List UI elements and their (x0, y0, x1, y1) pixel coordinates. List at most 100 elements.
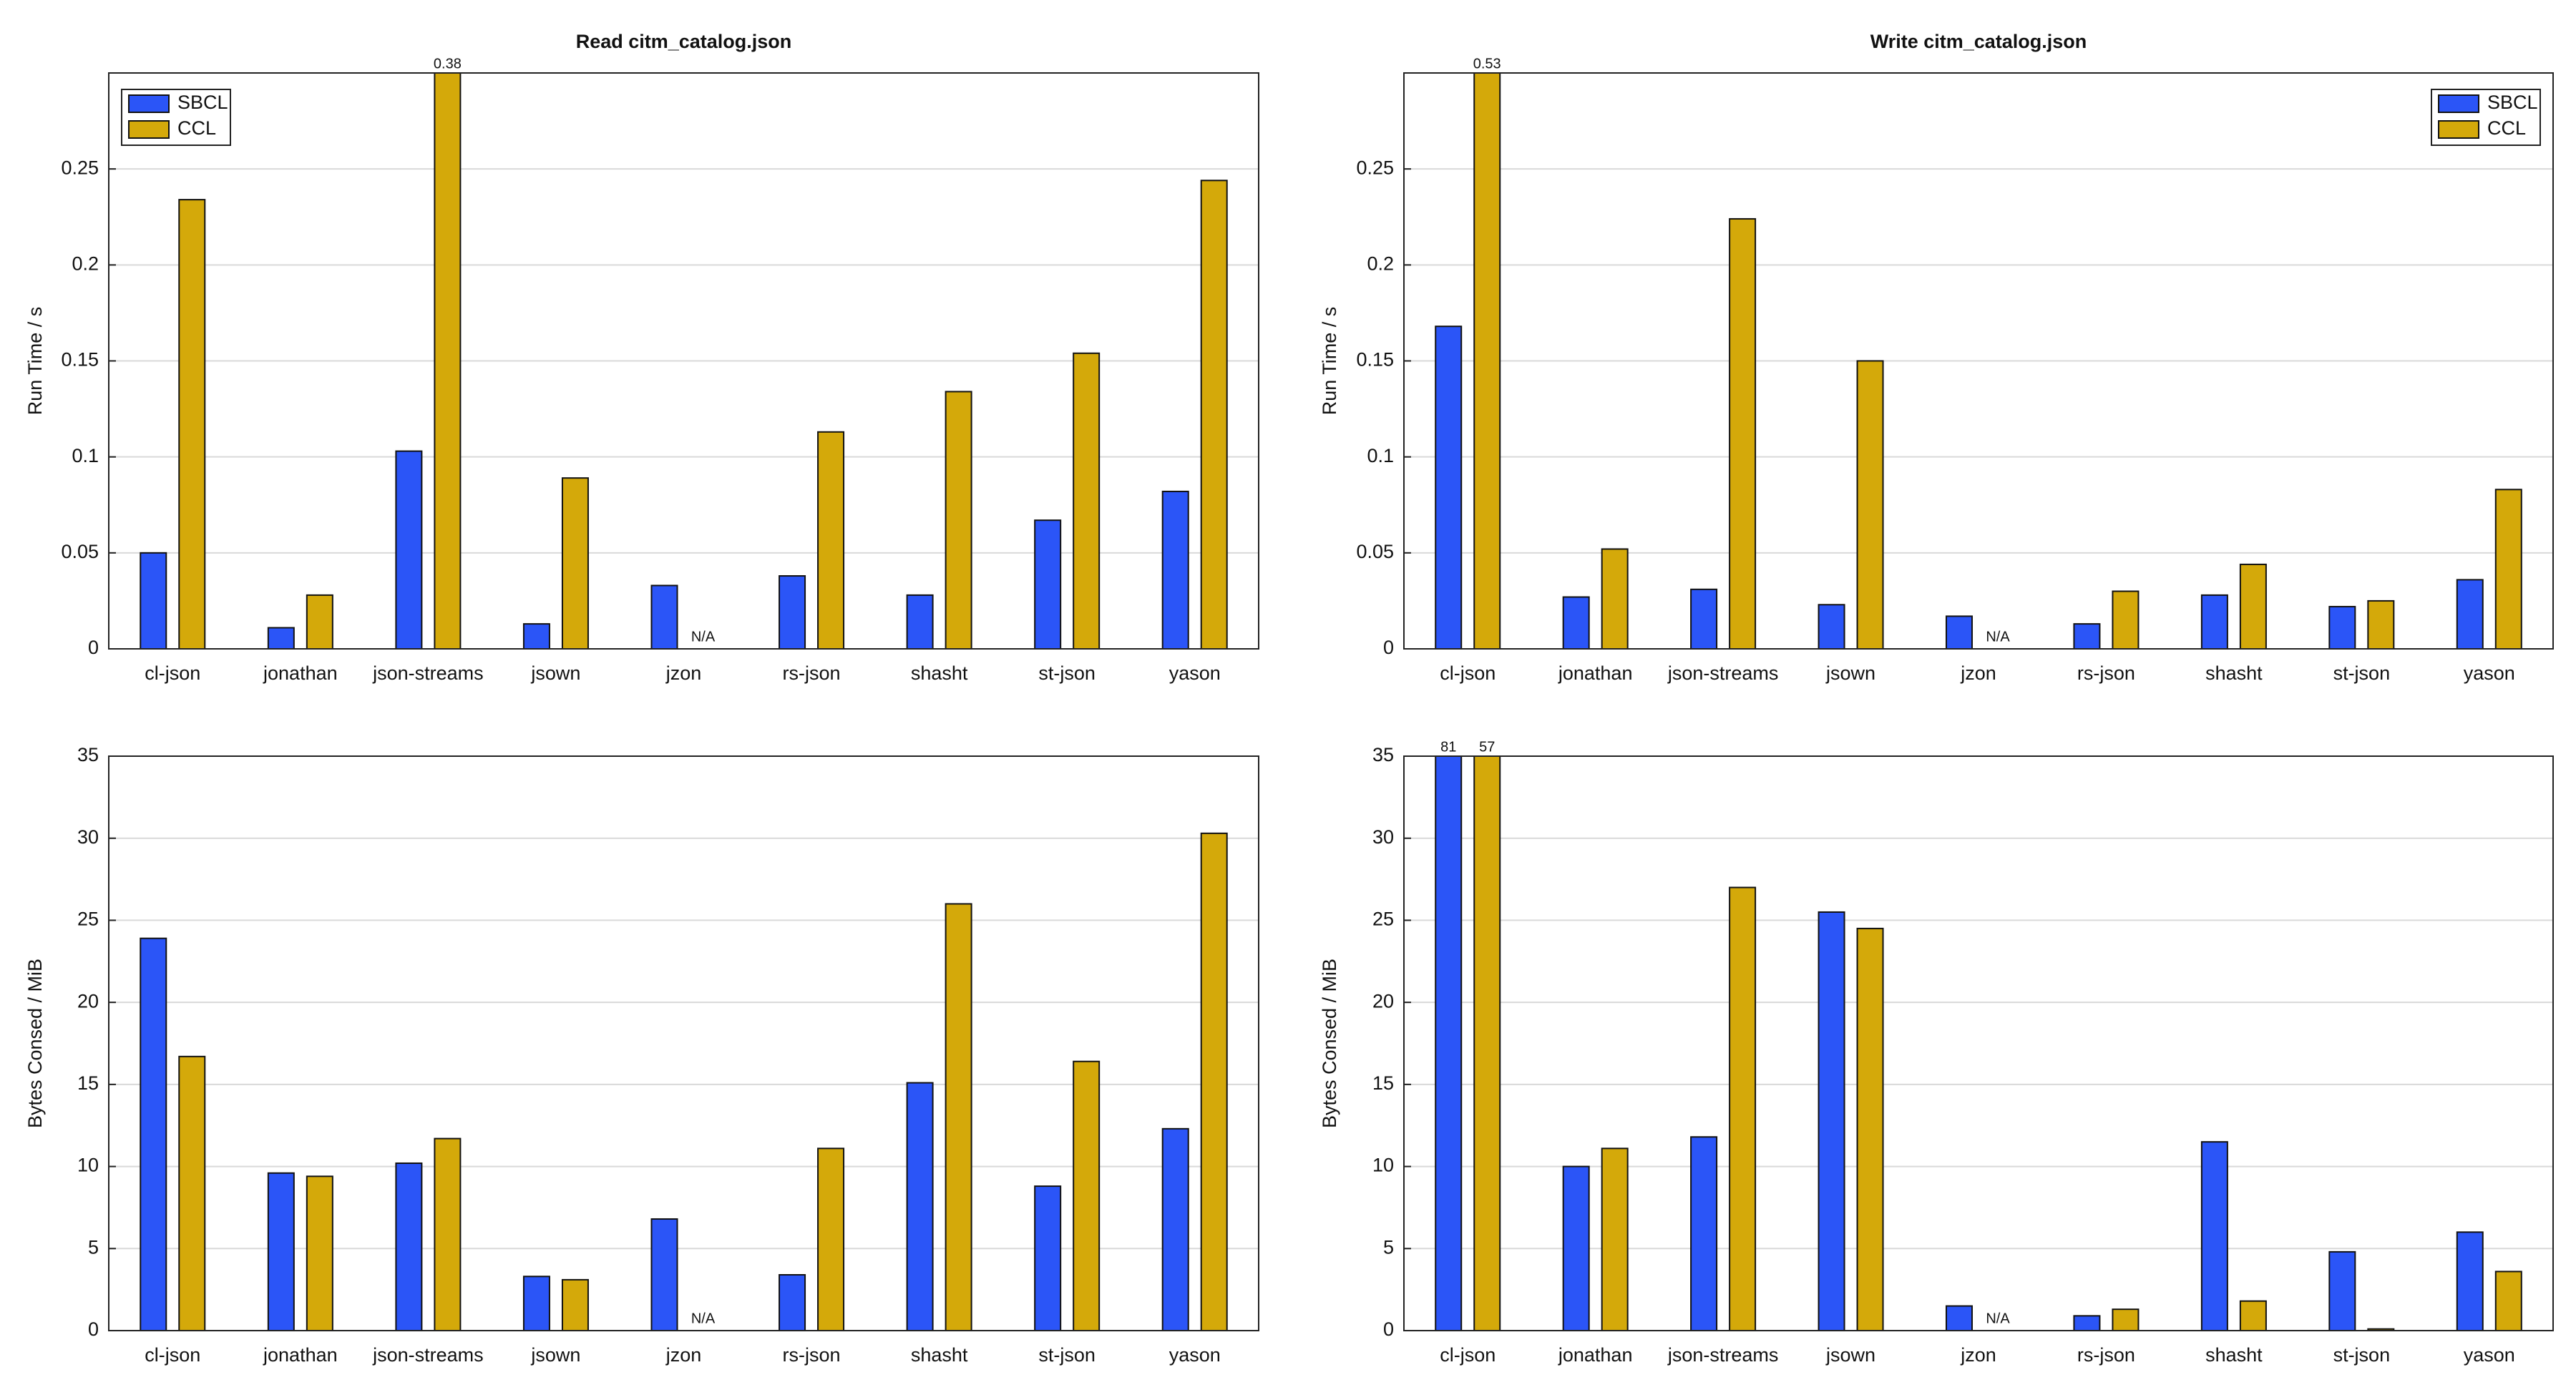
x-tick-label: cl-json (145, 1344, 200, 1366)
value-label: N/A (1986, 629, 2010, 645)
y-tick-label: 5 (1383, 1236, 1394, 1258)
bar (2200, 1141, 2228, 1331)
bar (1562, 596, 1590, 649)
legend-swatch (2438, 94, 2479, 113)
bar (434, 73, 462, 649)
plot-area (140, 832, 1228, 1331)
y-tick-label: 0 (1383, 1318, 1394, 1340)
x-tick-label: shasht (911, 1344, 968, 1366)
bar (140, 552, 167, 649)
x-tick-label: jsown (1825, 1344, 1875, 1366)
value-label: N/A (691, 1311, 716, 1326)
x-tick-label: jzon (1960, 1344, 1996, 1366)
bar (267, 1172, 295, 1331)
y-tick-label: 30 (77, 826, 99, 848)
x-tick-label: rs-json (783, 1344, 841, 1366)
bar (2328, 1250, 2356, 1331)
bar (1034, 1185, 1062, 1331)
y-tick-label: 15 (77, 1072, 99, 1094)
y-tick-label: 0.1 (1367, 445, 1394, 466)
bar (1073, 352, 1101, 649)
bar (2073, 1315, 2101, 1331)
bar (1946, 615, 1973, 649)
y-tick-label: 0.05 (1356, 541, 1394, 562)
x-tick-label: jzon (1960, 662, 1996, 684)
chart: Bytes Consed / MiB 0 5 10 15 20 25 30 35 cl-json j… (24, 744, 1259, 1366)
x-tick-label: json-streams (1667, 1344, 1779, 1366)
bar (2112, 590, 2140, 649)
plot-frame (108, 72, 1259, 650)
x-tick-label: json-streams (372, 1344, 484, 1366)
x-tick-label: rs-json (783, 662, 841, 684)
x-tick-label: jonathan (263, 1344, 338, 1366)
chart-title: Write citm_catalog.json (1870, 31, 2087, 52)
y-tick-label: 20 (1372, 990, 1394, 1012)
x-tick-label: jsown (530, 662, 580, 684)
bar (2456, 579, 2484, 649)
x-tick-label: jonathan (263, 662, 338, 684)
bar (178, 199, 206, 649)
x-tick-label: yason (1169, 1344, 1221, 1366)
y-tick-label: 10 (1372, 1155, 1394, 1176)
bar (1818, 604, 1845, 649)
y-tick-label: 15 (1372, 1072, 1394, 1094)
x-tick-label: st-json (2333, 1344, 2391, 1366)
x-tick-label: cl-json (145, 662, 200, 684)
bar (1473, 73, 1501, 649)
x-tick-label: yason (2464, 662, 2515, 684)
bar (1729, 886, 1757, 1331)
x-tick-label: st-json (1038, 1344, 1096, 1366)
x-tick-label: st-json (2333, 662, 2391, 684)
bar (434, 1137, 462, 1331)
plot-area (1435, 756, 2522, 1331)
y-tick-label: 20 (77, 990, 99, 1012)
value-label: 0.53 (1473, 56, 1501, 72)
bar (1818, 911, 1845, 1331)
bar (522, 1276, 550, 1331)
x-tick-label: rs-json (2077, 662, 2135, 684)
plot-area (140, 73, 1228, 649)
bar (1161, 490, 1189, 649)
y-tick-label: 35 (1372, 744, 1394, 765)
bar (522, 623, 550, 649)
bar (906, 594, 934, 649)
y-tick-label: 25 (77, 909, 99, 930)
bar (2456, 1231, 2484, 1331)
legend: SBCL CCL (121, 89, 231, 146)
bar (1856, 927, 1884, 1331)
x-tick-label: jsown (1825, 662, 1875, 684)
value-label: 57 (1479, 739, 1495, 755)
y-tick-label: 35 (77, 744, 99, 765)
bar (1161, 1127, 1189, 1331)
bar (1200, 832, 1228, 1331)
legend: SBCL CCL (2431, 89, 2541, 146)
x-tick-label: jonathan (1558, 662, 1633, 684)
bar (945, 903, 972, 1331)
bar (1601, 1147, 1629, 1331)
bar (306, 594, 333, 649)
bar (2073, 623, 2101, 649)
bar (1473, 756, 1501, 1331)
legend-label: CCL (177, 117, 216, 139)
chart: Bytes Consed / MiB 0 5 10 15 20 25 30 35 cl-json 8… (1319, 739, 2554, 1366)
x-tick-label: cl-json (1440, 1344, 1496, 1366)
value-label: 81 (1440, 739, 1456, 755)
bar (267, 627, 295, 649)
y-tick-label: 30 (1372, 826, 1394, 848)
legend-label: CCL (2487, 117, 2526, 139)
y-tick-label: 0 (1383, 637, 1394, 658)
bar (1562, 1165, 1590, 1331)
value-label: 0.38 (434, 56, 462, 72)
plot-frame (1403, 72, 2554, 650)
bar (1601, 548, 1629, 649)
bar (2239, 563, 2267, 649)
y-tick-label: 0.25 (61, 157, 99, 178)
bar (1435, 756, 1463, 1331)
legend-swatch (2438, 120, 2479, 139)
y-axis-label: Bytes Consed / MiB (1319, 959, 1340, 1128)
y-axis-label: Bytes Consed / MiB (24, 959, 46, 1128)
y-tick-label: 0 (88, 637, 99, 658)
legend-label: SBCL (177, 92, 228, 113)
bar (817, 431, 845, 649)
